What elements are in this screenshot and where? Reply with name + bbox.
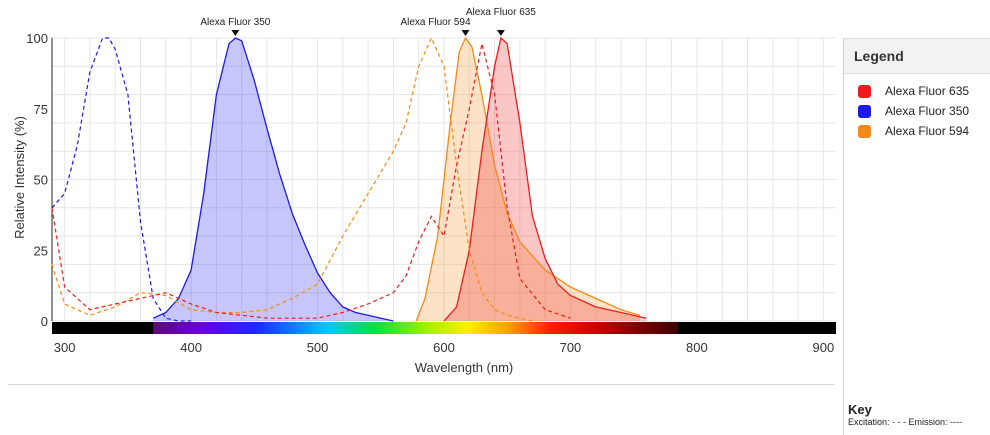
x-tick-label: 900: [813, 340, 835, 355]
legend-item-label: Alexa Fluor 635: [885, 84, 970, 98]
legend-list: Alexa Fluor 635 Alexa Fluor 350 Alexa Fl…: [844, 74, 990, 141]
chart-bottom-divider: [8, 384, 834, 385]
peak-marker: [496, 30, 505, 36]
x-tick-label: 300: [54, 340, 76, 355]
emission-line-alexa-fluor-350: [152, 37, 394, 322]
legend-item-alexa-fluor-350[interactable]: Alexa Fluor 350: [844, 101, 990, 121]
legend-swatch: [858, 104, 871, 118]
excitation-line-alexa-fluor-350: [51, 37, 192, 322]
emission-fill-alexa-fluor-594: [416, 38, 640, 321]
key-title: Key: [848, 402, 872, 417]
peak-marker: [231, 30, 240, 36]
legend-item-label: Alexa Fluor 594: [885, 124, 970, 138]
peak-label: Alexa Fluor 594: [400, 17, 470, 28]
spectrum-bar-colors: [153, 322, 678, 334]
peak-label: Alexa Fluor 635: [466, 7, 536, 18]
emission-fill-alexa-fluor-350: [153, 38, 394, 321]
spectra-chart-svg: Alexa Fluor 635 Alexa Fluor 350 Alexa Fluo…: [12, 7, 836, 375]
legend-title: Legend: [844, 38, 990, 74]
key-line: Excitation: - - - Emission: ----: [848, 417, 963, 427]
x-tick-label: 500: [307, 340, 329, 355]
emission-line-alexa-fluor-594: [415, 36, 641, 322]
peak-label: Alexa Fluor 350: [200, 17, 270, 28]
legend-item-alexa-fluor-594[interactable]: Alexa Fluor 594: [844, 121, 990, 141]
x-tick-label: 800: [686, 340, 708, 355]
y-tick-label: 25: [34, 243, 48, 258]
peak-marker: [461, 30, 470, 36]
key-box: Key Excitation: - - - Emission: ----: [844, 402, 990, 435]
x-tick-label: 600: [433, 340, 455, 355]
x-tick-label: 400: [180, 340, 202, 355]
spectra-chart: Alexa Fluor 635 Alexa Fluor 350 Alexa Fluo…: [8, 7, 836, 385]
y-tick-label: 0: [41, 314, 48, 329]
emission-fill-alexa-fluor-635: [444, 38, 647, 321]
y-tick-label: 75: [34, 102, 48, 117]
emission-line-alexa-fluor-635: [443, 36, 647, 322]
y-tick-label: 50: [34, 173, 48, 188]
x-axis-title: Wavelength (nm): [415, 360, 514, 375]
y-tick-label: 100: [26, 31, 48, 46]
y-axis-title: Relative Intensity (%): [12, 116, 27, 239]
excitation-line-alexa-fluor-635: [51, 43, 571, 319]
legend-panel: Legend Alexa Fluor 635 Alexa Fluor 350 A…: [843, 38, 990, 435]
x-tick-label: 700: [560, 340, 582, 355]
legend-item-alexa-fluor-635[interactable]: Alexa Fluor 635: [844, 81, 990, 101]
legend-swatch: [858, 84, 871, 98]
excitation-line-alexa-fluor-594: [51, 36, 533, 322]
legend-swatch: [858, 124, 871, 138]
legend-item-label: Alexa Fluor 350: [885, 104, 970, 118]
